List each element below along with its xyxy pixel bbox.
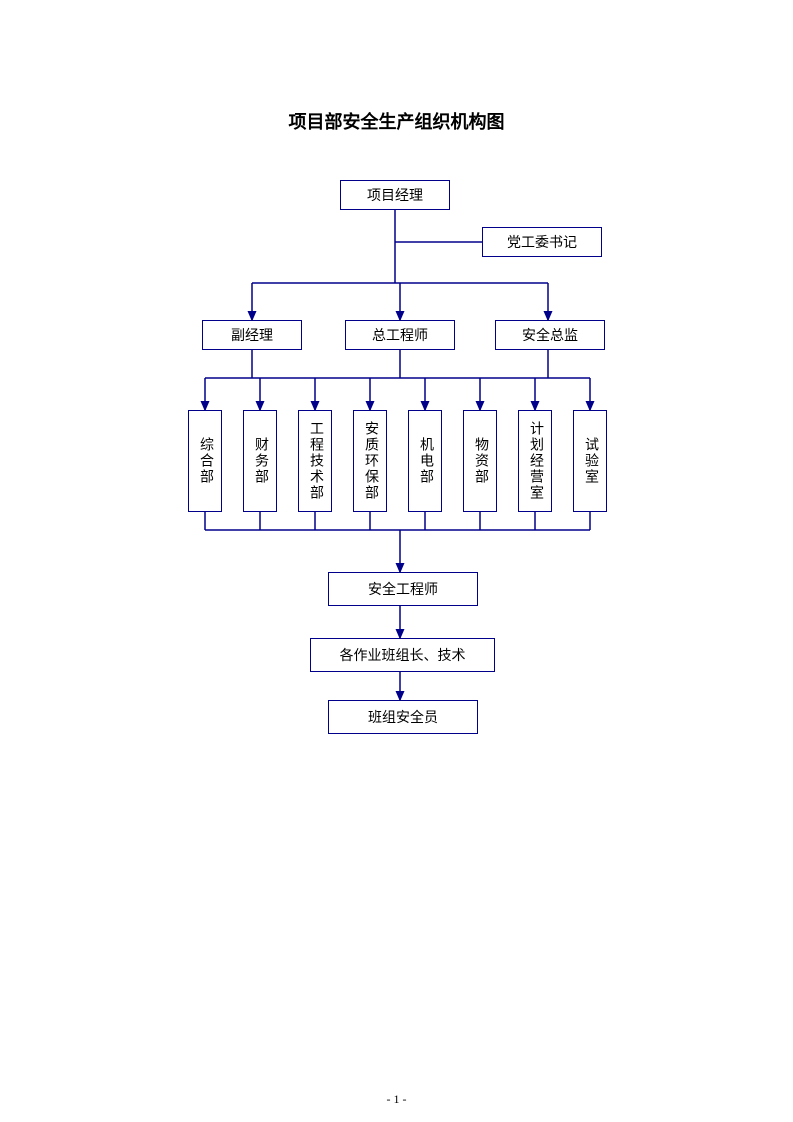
node-label: 各作业班组长、技术 <box>340 645 466 665</box>
node-label: 副经理 <box>231 325 273 345</box>
department-box: 财务部 <box>243 410 277 512</box>
connector-layer <box>0 0 793 1122</box>
node-label: 总工程师 <box>372 325 428 345</box>
department-box: 物资部 <box>463 410 497 512</box>
node-safety-engineer: 安全工程师 <box>328 572 478 606</box>
department-box: 机电部 <box>408 410 442 512</box>
department-box: 工程技术部 <box>298 410 332 512</box>
node-label: 安全总监 <box>522 325 578 345</box>
department-label: 工程技术部 <box>305 421 325 501</box>
department-label: 机电部 <box>415 437 435 485</box>
page-title: 项目部安全生产组织机构图 <box>0 108 793 134</box>
node-label: 项目经理 <box>367 185 423 205</box>
node-project-manager: 项目经理 <box>340 180 450 210</box>
department-box: 安质环保部 <box>353 410 387 512</box>
node-party-secretary: 党工委书记 <box>482 227 602 257</box>
department-label: 财务部 <box>250 437 270 485</box>
node-deputy-manager: 副经理 <box>202 320 302 350</box>
department-label: 安质环保部 <box>360 421 380 501</box>
department-label: 综合部 <box>195 437 215 485</box>
department-box: 综合部 <box>188 410 222 512</box>
department-box: 试验室 <box>573 410 607 512</box>
department-label: 物资部 <box>470 437 490 485</box>
node-chief-engineer: 总工程师 <box>345 320 455 350</box>
node-label: 班组安全员 <box>368 707 438 727</box>
page-number: - 1 - <box>0 1092 793 1107</box>
department-label: 试验室 <box>580 437 600 485</box>
node-safety-director: 安全总监 <box>495 320 605 350</box>
node-label: 党工委书记 <box>507 232 577 252</box>
node-label: 安全工程师 <box>368 579 438 599</box>
node-team-safety: 班组安全员 <box>328 700 478 734</box>
department-box: 计划经营室 <box>518 410 552 512</box>
department-label: 计划经营室 <box>525 421 545 501</box>
node-team-leaders: 各作业班组长、技术 <box>310 638 495 672</box>
